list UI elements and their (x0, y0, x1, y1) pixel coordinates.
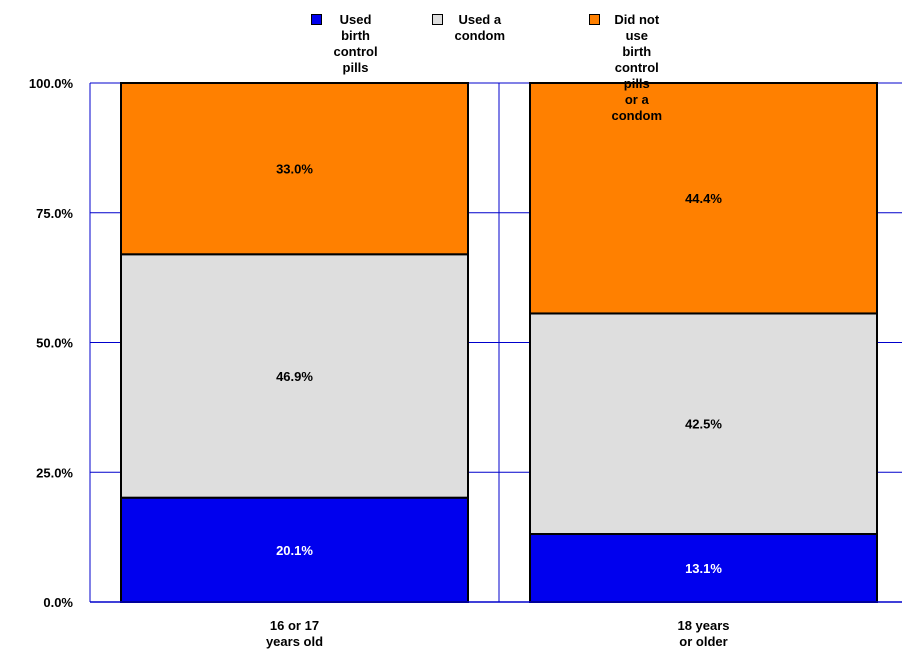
bar-segment (529, 82, 878, 315)
y-tick-label: 50.0% (36, 336, 73, 351)
data-label: 42.5% (685, 417, 722, 432)
legend-label-pills: Used birth control pills (333, 12, 378, 75)
y-tick-label: 75.0% (36, 206, 73, 221)
legend-item-none: Did not use birth control pills or a con… (589, 12, 662, 124)
legend-swatch-pills (311, 14, 322, 25)
data-label: 44.4% (685, 191, 722, 206)
y-tick-label: 0.0% (43, 595, 73, 610)
data-label: 46.9% (276, 369, 313, 384)
data-label: 13.1% (685, 561, 722, 576)
data-label: 20.1% (276, 543, 313, 558)
bar-segment (120, 253, 469, 499)
legend-item-pills: Used birth control pills (311, 12, 378, 76)
data-label: 33.0% (276, 162, 313, 177)
legend-label-condom: Used a condom (454, 12, 506, 43)
y-tick-label: 25.0% (36, 465, 73, 480)
x-tick-label: 18 years or older (677, 618, 729, 649)
legend-item-condom: Used a condom (432, 12, 505, 44)
legend-swatch-condom (432, 14, 443, 25)
legend-label-none: Did not use birth control pills or a con… (611, 12, 663, 123)
bar-segment (529, 533, 878, 603)
legend-swatch-none (589, 14, 600, 25)
bar-segment (120, 82, 469, 256)
y-tick-label: 100.0% (29, 76, 74, 91)
x-tick-label: 16 or 17 years old (266, 618, 323, 649)
bar-segment (529, 312, 878, 536)
